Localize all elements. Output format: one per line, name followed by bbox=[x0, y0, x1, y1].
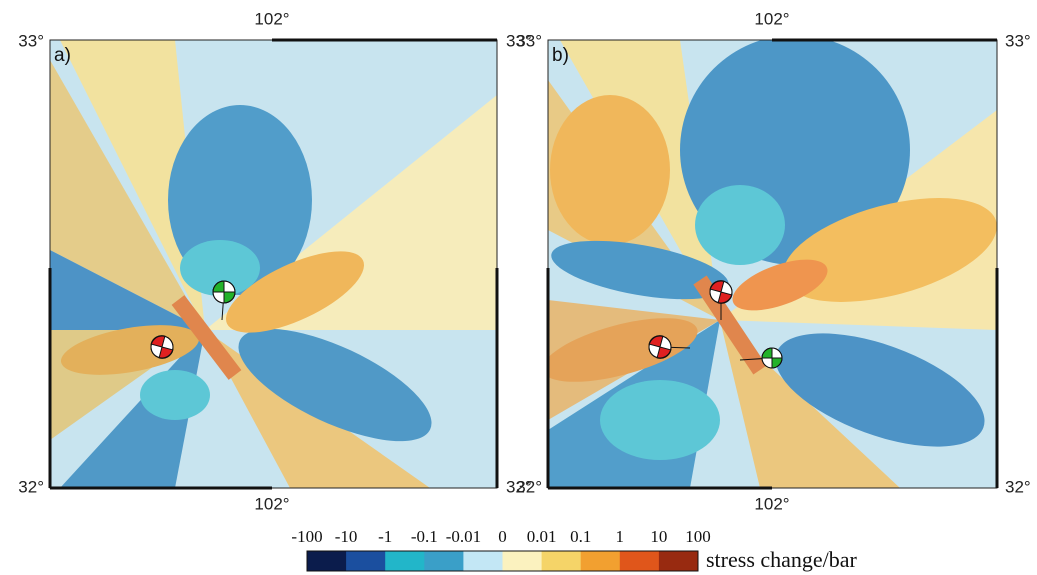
lon-label: 102° bbox=[254, 494, 289, 513]
colorbar-segment bbox=[385, 551, 425, 571]
panel-label: a) bbox=[54, 45, 71, 66]
lat-label: 33° bbox=[1005, 31, 1031, 50]
colorbar-segment bbox=[346, 551, 386, 571]
colorbar-segment bbox=[307, 551, 347, 571]
colorbar-segment bbox=[503, 551, 543, 571]
colorbar-tick-label: -10 bbox=[335, 527, 358, 546]
colorbar-segment bbox=[542, 551, 582, 571]
colorbar-tick-label: -0.1 bbox=[411, 527, 438, 546]
lat-label: 33° bbox=[18, 31, 44, 50]
figure: a) 102° 102° 33° 33° 32° 32° b) 102° 102… bbox=[0, 0, 1037, 575]
colorbar-tick-label: 0 bbox=[498, 527, 507, 546]
lat-label: 32° bbox=[516, 477, 542, 496]
colorbar-tick-label: -0.01 bbox=[446, 527, 481, 546]
colorbar-tick-label: 100 bbox=[685, 527, 711, 546]
colorbar-segment bbox=[620, 551, 660, 571]
lat-label: 32° bbox=[1005, 477, 1031, 496]
map-a bbox=[50, 40, 497, 488]
colorbar-segment bbox=[463, 551, 503, 571]
colorbar-segment bbox=[424, 551, 464, 571]
lon-label: 102° bbox=[254, 9, 289, 28]
lat-label: 33° bbox=[516, 31, 542, 50]
lon-label: 102° bbox=[754, 9, 789, 28]
colorbar: -100 -10 -1 -0.1 -0.01 0 0.01 0.1 1 10 100 bbox=[291, 527, 710, 571]
colorbar-tick-label: -1 bbox=[378, 527, 392, 546]
lon-label: 102° bbox=[754, 494, 789, 513]
colorbar-segment bbox=[581, 551, 621, 571]
colorbar-segment bbox=[659, 551, 699, 571]
colorbar-tick-label: 0.01 bbox=[527, 527, 557, 546]
colorbar-title: stress change/bar bbox=[706, 547, 858, 572]
map-b bbox=[536, 35, 1008, 488]
colorbar-tick-label: 0.1 bbox=[570, 527, 591, 546]
colorbar-tick-label: -100 bbox=[291, 527, 322, 546]
colorbar-tick-label: 10 bbox=[650, 527, 667, 546]
panel-label: b) bbox=[552, 45, 569, 66]
colorbar-tick-label: 1 bbox=[616, 527, 625, 546]
lat-label: 32° bbox=[18, 477, 44, 496]
